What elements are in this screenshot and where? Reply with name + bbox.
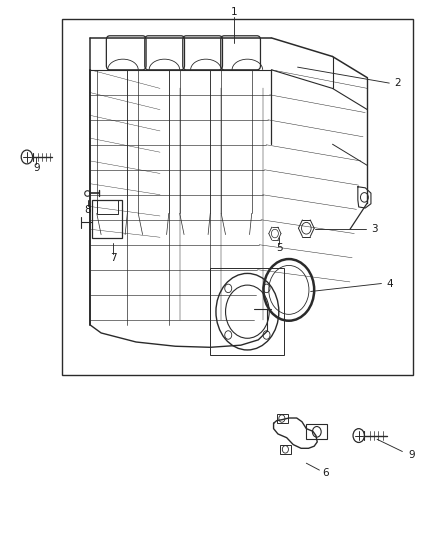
Bar <box>277 414 288 423</box>
Bar <box>92 200 122 238</box>
Text: 9: 9 <box>409 450 415 460</box>
Text: 2: 2 <box>395 78 401 88</box>
Bar <box>62 19 413 375</box>
Text: 1: 1 <box>231 7 237 18</box>
Bar <box>306 424 327 439</box>
Text: 5: 5 <box>276 243 283 253</box>
Text: 7: 7 <box>110 253 117 263</box>
Text: 3: 3 <box>371 224 377 235</box>
Bar <box>280 445 291 454</box>
Text: 9: 9 <box>33 163 40 173</box>
Text: 8: 8 <box>85 205 92 215</box>
Text: 4: 4 <box>387 279 393 288</box>
Bar <box>97 199 118 214</box>
Text: 6: 6 <box>323 468 329 478</box>
Bar <box>210 268 285 356</box>
